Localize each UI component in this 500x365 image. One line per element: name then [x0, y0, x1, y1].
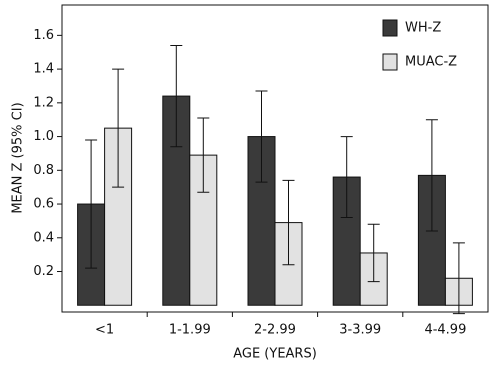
- error-bar: [197, 117, 210, 193]
- error-bar: [340, 136, 353, 219]
- legend-swatch: [382, 19, 398, 37]
- y-tick-label: 0.4: [33, 230, 54, 245]
- legend-label: MUAC-Z: [405, 55, 457, 70]
- x-tick-label: 3-3.99: [339, 323, 381, 338]
- error-bar: [425, 119, 438, 232]
- y-tick-label: 1.6: [33, 28, 54, 43]
- y-tick-label: 0.2: [33, 264, 54, 279]
- x-tick-label: 2-2.99: [254, 323, 296, 338]
- error-bar: [367, 223, 380, 283]
- error-bar: [255, 90, 268, 183]
- x-tick-label: 4-4.99: [424, 323, 466, 338]
- y-tick-label: 0.6: [33, 197, 54, 212]
- x-tick-label: <1: [95, 323, 114, 338]
- error-bar: [112, 68, 125, 188]
- legend-swatch: [382, 53, 398, 71]
- x-tick-label: 1-1.99: [169, 323, 211, 338]
- legend-label: WH-Z: [405, 21, 441, 36]
- error-bar: [85, 139, 98, 269]
- x-axis-label: AGE (YEARS): [233, 347, 317, 362]
- y-tick-label: 1.0: [33, 129, 54, 144]
- plot-frame: [61, 4, 489, 313]
- error-bar: [282, 179, 295, 266]
- error-bar: [170, 44, 183, 148]
- y-tick-label: 0.8: [33, 163, 54, 178]
- y-tick-label: 1.2: [33, 95, 54, 110]
- y-axis-label: MEAN Z (95% CI): [11, 102, 26, 213]
- y-tick-label: 1.4: [33, 62, 54, 77]
- error-bar: [452, 242, 465, 315]
